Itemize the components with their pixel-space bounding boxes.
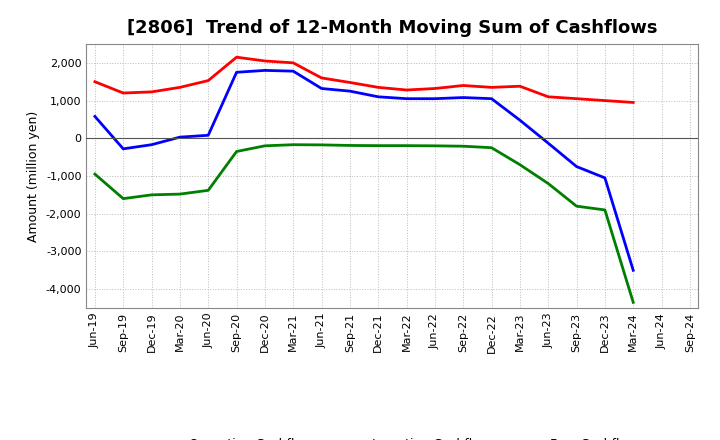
Operating Cashflow	[600, 98, 609, 103]
Operating Cashflow	[516, 84, 524, 89]
Free Cashflow	[431, 96, 439, 101]
Free Cashflow	[544, 140, 552, 146]
Free Cashflow	[233, 70, 241, 75]
Investing Cashflow	[600, 207, 609, 213]
Investing Cashflow	[148, 192, 156, 198]
Free Cashflow	[346, 88, 354, 94]
Operating Cashflow	[487, 85, 496, 90]
Free Cashflow	[402, 96, 411, 101]
Investing Cashflow	[289, 142, 297, 147]
Investing Cashflow	[176, 191, 184, 197]
Free Cashflow	[91, 114, 99, 119]
Investing Cashflow	[91, 172, 99, 177]
Investing Cashflow	[204, 188, 212, 193]
Operating Cashflow	[346, 80, 354, 85]
Operating Cashflow	[204, 78, 212, 83]
Free Cashflow	[176, 135, 184, 140]
Investing Cashflow	[431, 143, 439, 148]
Operating Cashflow	[318, 75, 326, 81]
Title: [2806]  Trend of 12-Month Moving Sum of Cashflows: [2806] Trend of 12-Month Moving Sum of C…	[127, 19, 657, 37]
Investing Cashflow	[629, 300, 637, 305]
Operating Cashflow	[629, 100, 637, 105]
Free Cashflow	[318, 86, 326, 91]
Free Cashflow	[148, 142, 156, 147]
Operating Cashflow	[402, 88, 411, 93]
Operating Cashflow	[261, 59, 269, 64]
Operating Cashflow	[148, 89, 156, 95]
Operating Cashflow	[572, 96, 581, 101]
Investing Cashflow	[346, 143, 354, 148]
Free Cashflow	[374, 94, 382, 99]
Investing Cashflow	[487, 145, 496, 150]
Operating Cashflow	[459, 83, 467, 88]
Free Cashflow	[629, 268, 637, 273]
Legend: Operating Cashflow, Investing Cashflow, Free Cashflow: Operating Cashflow, Investing Cashflow, …	[143, 433, 642, 440]
Operating Cashflow	[289, 60, 297, 66]
Operating Cashflow	[431, 86, 439, 91]
Investing Cashflow	[459, 143, 467, 149]
Line: Investing Cashflow: Investing Cashflow	[95, 145, 633, 302]
Free Cashflow	[119, 146, 127, 151]
Operating Cashflow	[176, 85, 184, 90]
Investing Cashflow	[261, 143, 269, 148]
Investing Cashflow	[233, 149, 241, 154]
Operating Cashflow	[233, 55, 241, 60]
Investing Cashflow	[544, 181, 552, 186]
Free Cashflow	[261, 68, 269, 73]
Operating Cashflow	[91, 79, 99, 84]
Investing Cashflow	[516, 162, 524, 167]
Free Cashflow	[459, 95, 467, 100]
Free Cashflow	[487, 96, 496, 101]
Investing Cashflow	[119, 196, 127, 201]
Free Cashflow	[289, 69, 297, 74]
Y-axis label: Amount (million yen): Amount (million yen)	[27, 110, 40, 242]
Line: Free Cashflow: Free Cashflow	[95, 70, 633, 270]
Operating Cashflow	[119, 90, 127, 95]
Line: Operating Cashflow: Operating Cashflow	[95, 57, 633, 103]
Investing Cashflow	[374, 143, 382, 148]
Free Cashflow	[516, 117, 524, 123]
Operating Cashflow	[544, 94, 552, 99]
Free Cashflow	[600, 175, 609, 180]
Operating Cashflow	[374, 85, 382, 90]
Investing Cashflow	[318, 142, 326, 147]
Investing Cashflow	[402, 143, 411, 148]
Free Cashflow	[572, 164, 581, 169]
Free Cashflow	[204, 132, 212, 138]
Investing Cashflow	[572, 204, 581, 209]
